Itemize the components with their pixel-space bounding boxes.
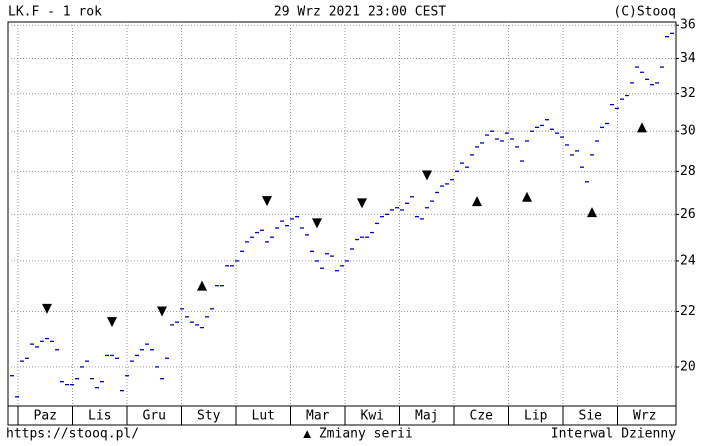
series-change-marker bbox=[637, 122, 647, 133]
y-tick-label: 28 bbox=[680, 164, 696, 179]
series-change-marker bbox=[262, 196, 272, 207]
x-tick-label: Gru bbox=[143, 409, 166, 424]
x-tick-label: Maj bbox=[415, 409, 438, 424]
y-tick-label: 30 bbox=[680, 124, 696, 139]
x-tick-label: Wrz bbox=[633, 409, 656, 424]
y-tick-label: 26 bbox=[680, 207, 696, 222]
y-tick-label: 22 bbox=[680, 304, 696, 319]
y-tick-label: 36 bbox=[680, 18, 696, 33]
x-tick-label: Paz bbox=[34, 409, 57, 424]
interval: Interwal Dzienny bbox=[551, 427, 676, 442]
source: https://stooq.pl/ bbox=[6, 427, 139, 442]
y-tick-label: 20 bbox=[680, 359, 696, 374]
chart-title: LK.F - 1 rok bbox=[8, 5, 102, 20]
series-change-marker bbox=[587, 207, 597, 218]
x-tick-label: Sie bbox=[579, 409, 603, 424]
x-tick-label: Lip bbox=[524, 409, 548, 424]
series-change-marker bbox=[472, 196, 482, 207]
x-tick-label: Mar bbox=[306, 409, 330, 424]
y-tick-label: 34 bbox=[680, 51, 696, 66]
series-change-marker bbox=[197, 280, 207, 291]
series-change-marker bbox=[357, 198, 367, 209]
plot-frame bbox=[7, 21, 677, 426]
series-change-marker bbox=[522, 191, 532, 202]
series-change-marker bbox=[42, 303, 52, 314]
series-change-marker bbox=[107, 317, 117, 328]
x-tick-label: Sty bbox=[197, 409, 221, 424]
x-tick-label: Kwi bbox=[361, 409, 384, 424]
series-change-marker bbox=[422, 170, 432, 181]
x-tick-label: Lis bbox=[88, 409, 111, 424]
x-tick-label: Cze bbox=[470, 409, 494, 424]
y-tick-label: 24 bbox=[680, 253, 696, 268]
y-tick-label: 32 bbox=[680, 86, 696, 101]
x-tick-label: Lut bbox=[252, 409, 275, 424]
legend: ▲ Zmiany serii bbox=[303, 427, 413, 442]
series-change-marker bbox=[312, 218, 322, 229]
copyright: (C)Stooq bbox=[613, 5, 676, 20]
series-change-marker bbox=[157, 306, 167, 317]
chart-date: 29 Wrz 2021 23:00 CEST bbox=[274, 5, 446, 20]
